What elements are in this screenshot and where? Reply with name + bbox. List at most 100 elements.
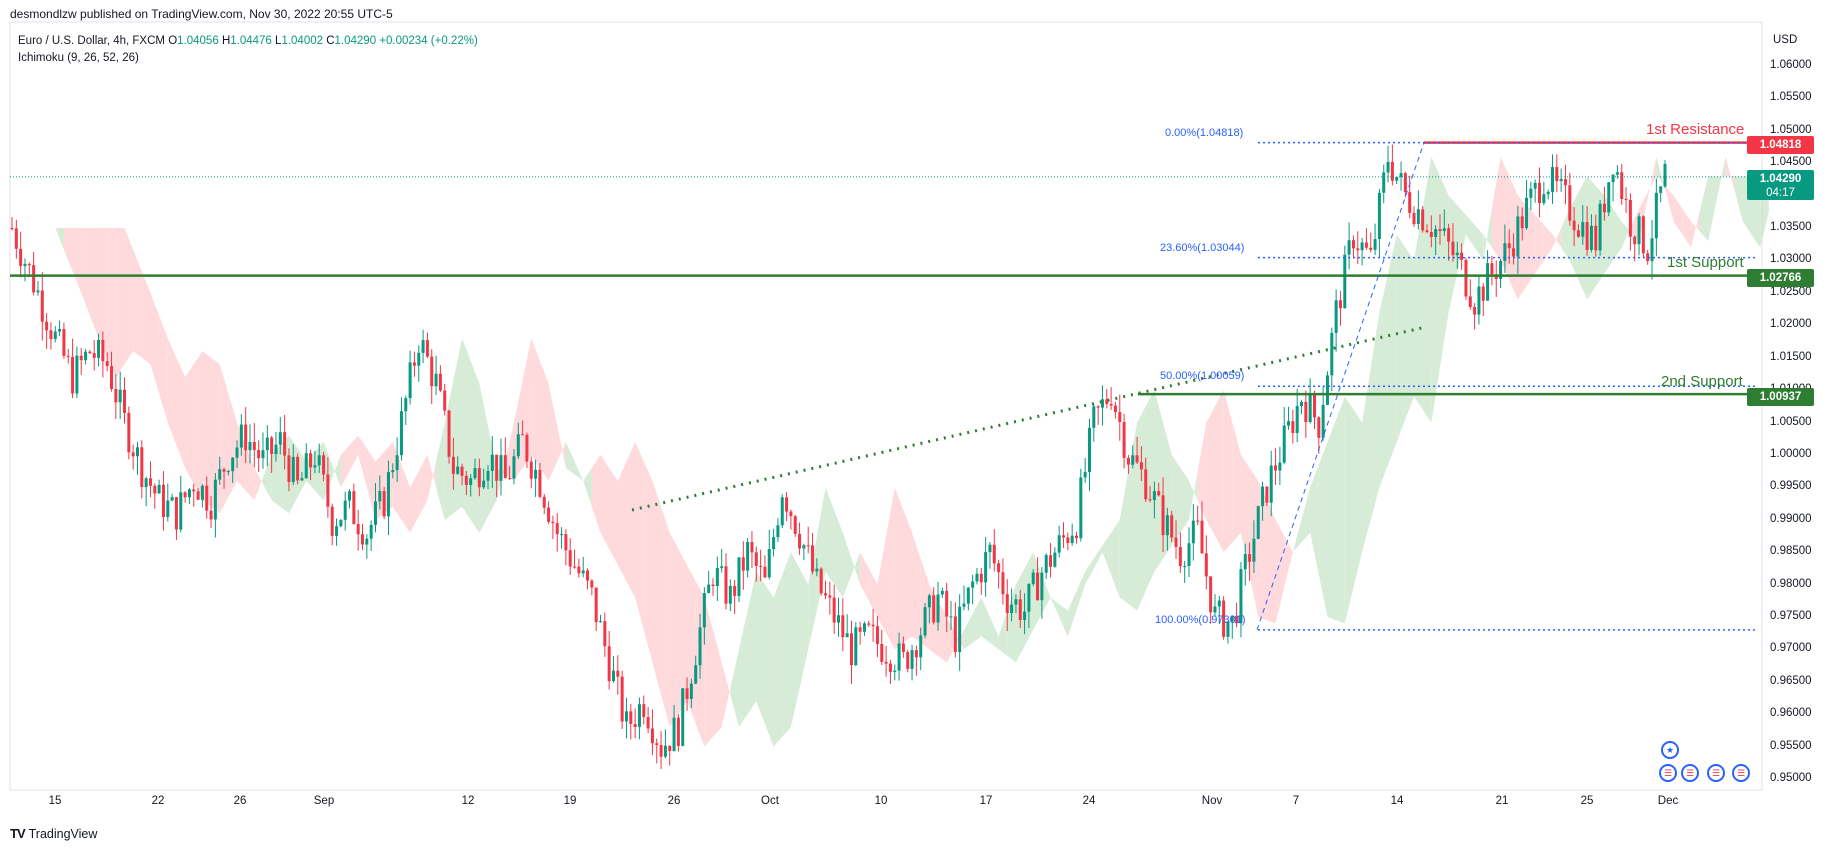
kumo-segment	[1344, 396, 1354, 624]
candle-body	[417, 352, 421, 366]
high-label: H	[221, 35, 231, 47]
kumo-segment	[1414, 208, 1423, 410]
candle-body	[97, 339, 101, 358]
brand-name: TradingView	[28, 826, 98, 841]
kumo-segment	[1007, 584, 1016, 663]
kumo-segment	[159, 315, 168, 423]
kumo-segment	[539, 360, 549, 481]
candle-body	[1477, 286, 1481, 315]
candle-body	[568, 550, 572, 567]
x-tick-label: 25	[1580, 795, 1594, 807]
candle-body	[815, 568, 819, 572]
kumo-segment	[115, 228, 125, 378]
candle-body	[789, 511, 793, 517]
candle-body	[1248, 554, 1252, 562]
candle-body	[1269, 465, 1273, 503]
candle-body	[746, 542, 750, 571]
kumo-segment	[1336, 396, 1345, 624]
kumo-segment	[1111, 519, 1120, 598]
candle-body	[1161, 495, 1165, 536]
candle-body	[681, 688, 685, 746]
y-tick-label: 0.97500	[1770, 609, 1812, 622]
candle-body	[663, 745, 667, 757]
us-event-icon[interactable]: ☰	[1732, 764, 1750, 782]
kumo-segment	[1379, 273, 1389, 488]
y-tick-label: 1.02500	[1770, 285, 1812, 298]
bar-countdown: 04:17	[1766, 187, 1795, 199]
kumo-segment	[1656, 156, 1665, 190]
candle-body	[1486, 263, 1490, 301]
candle-body	[1243, 554, 1247, 570]
candle-body	[1516, 216, 1520, 257]
kumo-segment	[721, 662, 731, 728]
candle-body	[1581, 222, 1585, 237]
us-event-icon[interactable]: ☰	[1681, 764, 1699, 782]
kumo-segment	[1197, 422, 1207, 520]
kumo-segment	[1725, 156, 1735, 190]
candle-body	[1594, 225, 1598, 251]
kumo-segment	[1630, 208, 1640, 242]
candle-body	[1654, 192, 1658, 239]
candle-body	[335, 526, 339, 536]
candle-body	[1650, 238, 1654, 262]
candle-body	[330, 506, 334, 536]
kumo-segment	[773, 574, 783, 747]
kumo-segment	[262, 454, 272, 501]
candle-body	[1100, 399, 1104, 408]
candle-body	[1529, 188, 1533, 198]
tradingview-brand[interactable]: TV TradingView	[10, 826, 97, 841]
symbol-name: Euro / U.S. Dollar, 4h, FXCM	[18, 35, 165, 47]
indicator-legend[interactable]: Ichimoku (9, 26, 52, 26)	[18, 52, 139, 64]
y-tick-label: 0.98000	[1770, 577, 1812, 590]
candle-body	[257, 450, 261, 459]
candle-body	[1191, 520, 1195, 544]
kumo-segment	[219, 364, 229, 514]
candle-body	[1170, 515, 1174, 538]
kumo-segment	[1240, 454, 1250, 575]
kumo-segment	[643, 461, 653, 663]
candle-body	[239, 424, 243, 448]
candle-body	[153, 485, 157, 494]
candle-body	[1408, 192, 1412, 213]
candle-body	[1196, 520, 1200, 522]
kumo-segment	[185, 364, 194, 485]
candle-body	[1105, 399, 1109, 405]
candle-body	[806, 545, 810, 547]
kumo-segment	[496, 461, 506, 501]
candle-body	[1512, 248, 1516, 257]
kumo-segment	[747, 571, 757, 715]
candle-body	[672, 717, 676, 752]
kumo-segment	[1561, 208, 1570, 261]
candle-body	[837, 615, 840, 623]
close-label: C	[326, 35, 335, 47]
kumo-segment	[1621, 221, 1631, 248]
fib-trend-line[interactable]	[1256, 142, 1425, 631]
ichimoku-cloud	[55, 156, 1769, 747]
candle-body	[1183, 566, 1187, 568]
candle-body	[620, 676, 624, 722]
kumo-segment	[1708, 176, 1717, 242]
candle-body	[759, 565, 763, 567]
candle-body	[642, 704, 646, 718]
kumo-segment	[401, 464, 411, 533]
candle-body	[594, 587, 598, 623]
candle-body	[170, 497, 174, 501]
candle-body	[58, 329, 62, 332]
candle-body	[1122, 421, 1126, 458]
kumo-segment	[1076, 571, 1086, 611]
y-tick-label: 0.95000	[1770, 772, 1812, 784]
kumo-segment	[1093, 545, 1103, 569]
candle-body	[1555, 167, 1559, 182]
kumo-segment	[790, 552, 800, 728]
us-event-icon[interactable]: ☰	[1659, 764, 1677, 782]
kumo-segment	[834, 510, 843, 598]
eu-event-icon[interactable]: ★	[1661, 741, 1679, 759]
kumo-segment	[877, 535, 887, 634]
kumo-segment	[1059, 603, 1068, 637]
candle-body	[140, 447, 144, 488]
candle-body	[949, 616, 953, 618]
candle-body	[1014, 599, 1018, 605]
y-tick-label: 1.05500	[1770, 91, 1812, 104]
us-event-icon[interactable]: ☰	[1707, 764, 1725, 782]
